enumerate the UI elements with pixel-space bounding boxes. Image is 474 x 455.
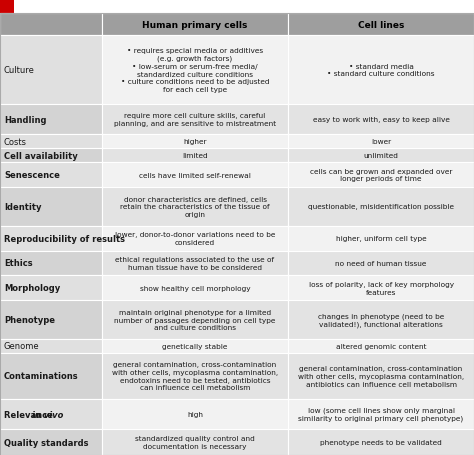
Text: standardized quality control and
documentation is necessary: standardized quality control and documen… bbox=[135, 435, 255, 449]
Text: altered genomic content: altered genomic content bbox=[336, 343, 426, 349]
Bar bbox=[288, 301, 474, 339]
Text: questionable, misidentification possible: questionable, misidentification possible bbox=[308, 204, 454, 210]
Text: Quality standards: Quality standards bbox=[4, 438, 89, 447]
Bar bbox=[0, 276, 102, 301]
Bar bbox=[0, 399, 102, 429]
Bar bbox=[102, 14, 288, 36]
Text: Reproducibility of results: Reproducibility of results bbox=[4, 234, 125, 243]
Text: maintain original phenotype for a limited
number of passages depending on cell t: maintain original phenotype for a limite… bbox=[114, 309, 276, 331]
Bar bbox=[102, 187, 288, 226]
Text: cells can be grown and expanded over
longer periods of time: cells can be grown and expanded over lon… bbox=[310, 168, 452, 182]
Bar bbox=[0, 163, 102, 187]
Text: Genome: Genome bbox=[4, 342, 40, 351]
Text: genetically stable: genetically stable bbox=[163, 343, 228, 349]
Bar bbox=[102, 339, 288, 353]
Bar bbox=[0, 0, 14, 14]
Bar bbox=[102, 251, 288, 276]
Text: in vivo: in vivo bbox=[33, 410, 64, 419]
Bar bbox=[0, 301, 102, 339]
Text: Human primary cells: Human primary cells bbox=[142, 20, 248, 30]
Text: require more cell culture skills, careful
planning, and are sensitive to mistrea: require more cell culture skills, carefu… bbox=[114, 113, 276, 127]
Bar bbox=[288, 36, 474, 105]
Bar bbox=[0, 251, 102, 276]
Bar bbox=[0, 353, 102, 399]
Bar bbox=[0, 226, 102, 251]
Text: loss of polarity, lack of key morphology
features: loss of polarity, lack of key morphology… bbox=[309, 281, 454, 295]
Bar bbox=[0, 149, 102, 163]
Text: Relevance: Relevance bbox=[4, 410, 56, 419]
Bar bbox=[0, 105, 102, 135]
Bar bbox=[288, 14, 474, 36]
Text: general contamination, cross-contamination
with other cells, mycoplasma contamin: general contamination, cross-contaminati… bbox=[298, 365, 464, 387]
Text: ethical regulations associated to the use of
human tissue have to be considered: ethical regulations associated to the us… bbox=[116, 257, 274, 270]
Text: unlimited: unlimited bbox=[364, 153, 399, 159]
Bar bbox=[0, 339, 102, 353]
Text: Senescence: Senescence bbox=[4, 171, 60, 180]
Bar bbox=[102, 301, 288, 339]
Bar bbox=[102, 226, 288, 251]
Text: • standard media
• standard culture conditions: • standard media • standard culture cond… bbox=[328, 64, 435, 77]
Bar bbox=[102, 135, 288, 149]
Bar bbox=[0, 14, 102, 36]
Bar bbox=[102, 36, 288, 105]
Bar bbox=[102, 105, 288, 135]
Text: lower, donor-to-donor variations need to be
considered: lower, donor-to-donor variations need to… bbox=[115, 232, 275, 245]
Text: no need of human tissue: no need of human tissue bbox=[336, 260, 427, 266]
Text: limited: limited bbox=[182, 153, 208, 159]
Bar bbox=[288, 339, 474, 353]
Bar bbox=[288, 105, 474, 135]
Text: changes in phenotype (need to be
validated!), functional alterations: changes in phenotype (need to be validat… bbox=[318, 313, 444, 327]
Bar bbox=[288, 226, 474, 251]
Bar bbox=[0, 187, 102, 226]
Text: cells have limited self-renewal: cells have limited self-renewal bbox=[139, 172, 251, 178]
Text: Culture: Culture bbox=[4, 66, 35, 75]
Text: easy to work with, easy to keep alive: easy to work with, easy to keep alive bbox=[313, 117, 449, 123]
Bar bbox=[102, 149, 288, 163]
Bar bbox=[288, 149, 474, 163]
Text: higher: higher bbox=[183, 139, 207, 145]
Bar bbox=[288, 429, 474, 455]
Text: phenotype needs to be validated: phenotype needs to be validated bbox=[320, 439, 442, 445]
Bar bbox=[0, 429, 102, 455]
Text: low (some cell lines show only marginal
similarity to original primary cell phen: low (some cell lines show only marginal … bbox=[299, 407, 464, 421]
Text: Costs: Costs bbox=[4, 137, 27, 147]
Bar bbox=[288, 163, 474, 187]
Bar bbox=[288, 353, 474, 399]
Text: Phenotype: Phenotype bbox=[4, 315, 55, 324]
Text: • requires special media or additives
(e.g. growth factors)
• low-serum or serum: • requires special media or additives (e… bbox=[121, 48, 269, 93]
Bar bbox=[102, 399, 288, 429]
Text: Cell availability: Cell availability bbox=[4, 152, 78, 160]
Bar bbox=[0, 135, 102, 149]
Bar bbox=[102, 276, 288, 301]
Text: high: high bbox=[187, 411, 203, 417]
Text: lower: lower bbox=[371, 139, 391, 145]
Text: general contamination, cross-contamination
with other cells, mycoplasma contamin: general contamination, cross-contaminati… bbox=[112, 361, 278, 390]
Bar bbox=[0, 36, 102, 105]
Text: Morphology: Morphology bbox=[4, 284, 60, 293]
Bar bbox=[102, 353, 288, 399]
Text: Handling: Handling bbox=[4, 116, 46, 125]
Bar bbox=[102, 429, 288, 455]
Bar bbox=[288, 135, 474, 149]
Text: Contaminations: Contaminations bbox=[4, 371, 79, 380]
Bar bbox=[288, 187, 474, 226]
Text: donor characteristics are defined, cells
retain the characteristics of the tissu: donor characteristics are defined, cells… bbox=[120, 196, 270, 217]
Text: higher, uniform cell type: higher, uniform cell type bbox=[336, 236, 427, 242]
Bar bbox=[102, 163, 288, 187]
Text: Ethics: Ethics bbox=[4, 259, 33, 268]
Bar bbox=[288, 251, 474, 276]
Bar bbox=[288, 276, 474, 301]
Bar bbox=[288, 399, 474, 429]
Text: Cell lines: Cell lines bbox=[358, 20, 404, 30]
Text: show healthy cell morphology: show healthy cell morphology bbox=[140, 285, 250, 291]
Text: Identity: Identity bbox=[4, 202, 42, 212]
